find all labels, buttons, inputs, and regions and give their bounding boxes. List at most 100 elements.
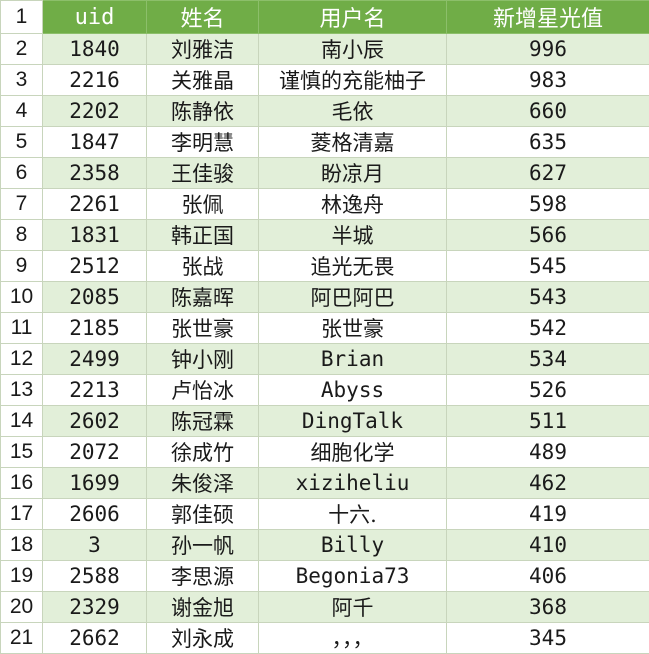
cell-stars[interactable]: 542 [447, 313, 649, 344]
cell-username[interactable]: 阿巴阿巴 [259, 282, 447, 313]
cell-stars[interactable]: 627 [447, 158, 649, 189]
cell-username[interactable]: 菱格清嘉 [259, 127, 447, 158]
cell-stars[interactable]: 345 [447, 623, 649, 654]
cell-username[interactable]: 十六. [259, 499, 447, 530]
row-number[interactable]: 9 [1, 251, 43, 282]
cell-name[interactable]: 张战 [147, 251, 259, 282]
cell-uid[interactable]: 2588 [43, 561, 147, 592]
cell-stars[interactable]: 419 [447, 499, 649, 530]
row-number[interactable]: 5 [1, 127, 43, 158]
cell-username[interactable]: Billy [259, 530, 447, 561]
cell-name[interactable]: 钟小刚 [147, 344, 259, 375]
cell-username[interactable]: DingTalk [259, 406, 447, 437]
cell-name[interactable]: 关雅晶 [147, 65, 259, 96]
cell-name[interactable]: 李明慧 [147, 127, 259, 158]
cell-uid[interactable]: 2512 [43, 251, 147, 282]
cell-username[interactable]: Brian [259, 344, 447, 375]
cell-uid[interactable]: 2606 [43, 499, 147, 530]
row-number[interactable]: 13 [1, 375, 43, 406]
cell-name[interactable]: 王佳骏 [147, 158, 259, 189]
cell-stars[interactable]: 410 [447, 530, 649, 561]
cell-stars[interactable]: 511 [447, 406, 649, 437]
cell-name[interactable]: 徐成竹 [147, 437, 259, 468]
cell-username[interactable]: 阿千 [259, 592, 447, 623]
cell-uid[interactable]: 1840 [43, 34, 147, 65]
cell-stars[interactable]: 566 [447, 220, 649, 251]
cell-name[interactable]: 孙一帆 [147, 530, 259, 561]
row-number[interactable]: 14 [1, 406, 43, 437]
cell-stars[interactable]: 660 [447, 96, 649, 127]
cell-username[interactable]: 细胞化学 [259, 437, 447, 468]
cell-uid[interactable]: 3 [43, 530, 147, 561]
cell-username[interactable]: 毛依 [259, 96, 447, 127]
cell-stars[interactable]: 545 [447, 251, 649, 282]
cell-stars[interactable]: 462 [447, 468, 649, 499]
cell-name[interactable]: 陈嘉晖 [147, 282, 259, 313]
cell-name[interactable]: 陈静依 [147, 96, 259, 127]
cell-uid[interactable]: 1847 [43, 127, 147, 158]
cell-stars[interactable]: 489 [447, 437, 649, 468]
cell-stars[interactable]: 983 [447, 65, 649, 96]
cell-stars[interactable]: 526 [447, 375, 649, 406]
cell-name[interactable]: 卢怡冰 [147, 375, 259, 406]
row-number[interactable]: 10 [1, 282, 43, 313]
row-number[interactable]: 2 [1, 34, 43, 65]
cell-uid[interactable]: 2329 [43, 592, 147, 623]
cell-username[interactable]: Abyss [259, 375, 447, 406]
row-number[interactable]: 21 [1, 623, 43, 654]
cell-name[interactable]: 谢金旭 [147, 592, 259, 623]
cell-name[interactable]: 刘永成 [147, 623, 259, 654]
cell-stars[interactable]: 368 [447, 592, 649, 623]
row-number[interactable]: 6 [1, 158, 43, 189]
row-number[interactable]: 3 [1, 65, 43, 96]
cell-uid[interactable]: 2216 [43, 65, 147, 96]
cell-name[interactable]: 李思源 [147, 561, 259, 592]
column-header-name[interactable]: 姓名 [147, 1, 259, 34]
cell-stars[interactable]: 406 [447, 561, 649, 592]
cell-username[interactable]: 南小辰 [259, 34, 447, 65]
cell-uid[interactable]: 1699 [43, 468, 147, 499]
row-number[interactable]: 20 [1, 592, 43, 623]
column-header-uid[interactable]: uid [43, 1, 147, 34]
cell-name[interactable]: 郭佳硕 [147, 499, 259, 530]
cell-stars[interactable]: 534 [447, 344, 649, 375]
cell-stars[interactable]: 543 [447, 282, 649, 313]
cell-username[interactable]: Begonia73 [259, 561, 447, 592]
cell-username[interactable]: 林逸舟 [259, 189, 447, 220]
cell-username[interactable]: 半城 [259, 220, 447, 251]
cell-uid[interactable]: 2213 [43, 375, 147, 406]
cell-uid[interactable]: 2358 [43, 158, 147, 189]
row-number[interactable]: 12 [1, 344, 43, 375]
cell-username[interactable]: xiziheliu [259, 468, 447, 499]
row-number[interactable]: 4 [1, 96, 43, 127]
column-header-username[interactable]: 用户名 [259, 1, 447, 34]
cell-stars[interactable]: 635 [447, 127, 649, 158]
cell-uid[interactable]: 2499 [43, 344, 147, 375]
cell-username[interactable]: ，，， [259, 623, 447, 654]
cell-username[interactable]: 张世豪 [259, 313, 447, 344]
cell-username[interactable]: 追光无畏 [259, 251, 447, 282]
row-number[interactable]: 7 [1, 189, 43, 220]
row-number[interactable]: 15 [1, 437, 43, 468]
cell-uid[interactable]: 2072 [43, 437, 147, 468]
column-header-stars[interactable]: 新增星光值 [447, 1, 649, 34]
row-number[interactable]: 19 [1, 561, 43, 592]
cell-uid[interactable]: 2261 [43, 189, 147, 220]
row-number[interactable]: 16 [1, 468, 43, 499]
row-number[interactable]: 8 [1, 220, 43, 251]
cell-uid[interactable]: 2185 [43, 313, 147, 344]
row-number[interactable]: 17 [1, 499, 43, 530]
cell-name[interactable]: 刘雅洁 [147, 34, 259, 65]
cell-uid[interactable]: 2085 [43, 282, 147, 313]
row-number-header[interactable]: 1 [1, 1, 43, 34]
cell-stars[interactable]: 996 [447, 34, 649, 65]
cell-username[interactable]: 谨慎的充能柚子 [259, 65, 447, 96]
cell-username[interactable]: 盼凉月 [259, 158, 447, 189]
row-number[interactable]: 18 [1, 530, 43, 561]
cell-name[interactable]: 张佩 [147, 189, 259, 220]
cell-name[interactable]: 张世豪 [147, 313, 259, 344]
cell-name[interactable]: 韩正国 [147, 220, 259, 251]
row-number[interactable]: 11 [1, 313, 43, 344]
cell-stars[interactable]: 598 [447, 189, 649, 220]
cell-uid[interactable]: 2662 [43, 623, 147, 654]
